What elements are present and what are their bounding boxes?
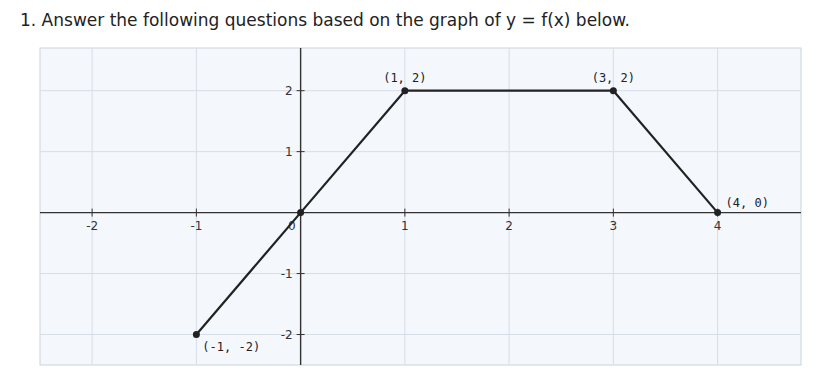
point <box>193 331 200 338</box>
x-tick <box>613 209 614 217</box>
chart: 1. Answer the following questions based … <box>0 0 831 383</box>
grid-line-y <box>40 273 801 274</box>
x-axis <box>40 212 801 213</box>
grid-line-y <box>40 334 801 335</box>
x-tick-label: 2 <box>505 219 513 233</box>
y-tick-label: 2 <box>285 84 293 98</box>
grid-line-x <box>509 48 510 365</box>
point <box>401 87 408 94</box>
point <box>714 209 721 216</box>
x-tick-label: 4 <box>714 219 722 233</box>
grid-line-x <box>717 48 718 365</box>
title: 1. Answer the following questions based … <box>20 10 630 30</box>
y-tick <box>297 151 305 152</box>
series <box>193 87 721 338</box>
y-tick-label: -2 <box>281 328 293 342</box>
y-tick <box>297 334 305 335</box>
annotation: (1, 2) <box>383 71 426 85</box>
y-tick-label: -1 <box>281 267 293 281</box>
y-tick <box>297 273 305 274</box>
point <box>610 87 617 94</box>
grid-line-x <box>404 48 405 365</box>
x-tick-label: -2 <box>86 219 98 233</box>
grid-line-y <box>40 151 801 152</box>
point <box>297 209 304 216</box>
y-axis <box>300 48 301 365</box>
grid-line-x <box>613 48 614 365</box>
grid-line-x <box>300 48 301 365</box>
x-tick <box>196 209 197 217</box>
annotation: (-1, -2) <box>202 340 260 354</box>
grid-line-x <box>196 48 197 365</box>
x-tick-label: 1 <box>401 219 409 233</box>
x-tick <box>92 209 93 217</box>
x-tick-label: 3 <box>610 219 618 233</box>
x-tick <box>509 209 510 217</box>
annotation: (3, 2) <box>592 71 635 85</box>
y-tick <box>297 90 305 91</box>
y-tick-label: 1 <box>285 145 293 159</box>
x-tick-label: -1 <box>190 219 202 233</box>
grid-line-x <box>92 48 93 365</box>
annotation: (4, 0) <box>726 196 769 210</box>
x-tick <box>404 209 405 217</box>
line <box>196 91 717 335</box>
grid <box>40 48 801 365</box>
plot-area <box>40 48 801 365</box>
